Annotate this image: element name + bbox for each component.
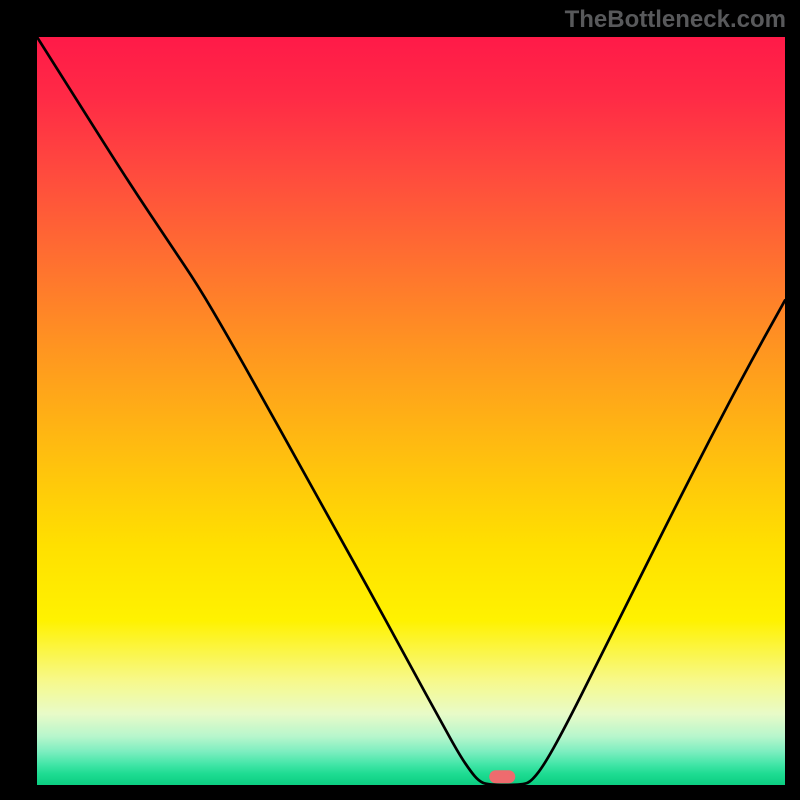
watermark-text: TheBottleneck.com xyxy=(565,6,786,34)
chart-root: TheBottleneck.com xyxy=(0,0,800,800)
optimal-marker xyxy=(489,770,515,783)
plot-area xyxy=(37,37,785,785)
plot-svg xyxy=(37,37,785,785)
gradient-background xyxy=(37,37,785,785)
